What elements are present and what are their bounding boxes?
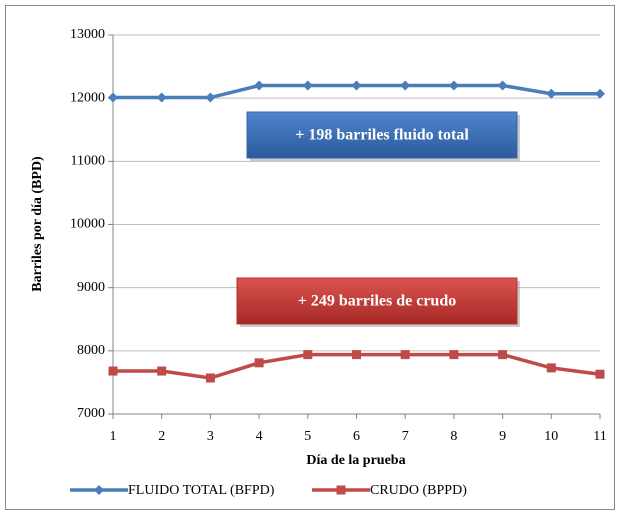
data-point xyxy=(254,358,264,368)
data-point xyxy=(595,369,605,379)
annotation-box xyxy=(246,111,518,159)
x-tick-label: 6 xyxy=(353,429,360,444)
legend-label: FLUIDO TOTAL (BFPD) xyxy=(128,483,275,498)
data-point xyxy=(254,80,265,91)
legend-label: CRUDO (BPPD) xyxy=(370,483,467,498)
legend-marker xyxy=(94,485,104,495)
y-tick-label: 11000 xyxy=(71,154,105,169)
x-tick-label: 7 xyxy=(402,429,409,444)
x-axis-label: Día de la prueba xyxy=(306,453,405,468)
data-point xyxy=(546,88,557,99)
data-point xyxy=(302,80,313,91)
y-tick-label: 10000 xyxy=(70,217,105,232)
x-tick-label: 1 xyxy=(110,429,117,444)
x-tick-label: 2 xyxy=(158,429,165,444)
data-point xyxy=(303,350,313,360)
y-tick-label: 9000 xyxy=(77,280,105,295)
x-tick-label: 3 xyxy=(207,429,214,444)
x-tick-label: 10 xyxy=(544,429,558,444)
annotation-box xyxy=(236,277,518,325)
chart-border xyxy=(5,5,615,510)
data-point xyxy=(546,363,556,373)
y-tick-label: 8000 xyxy=(77,343,105,358)
data-point xyxy=(448,80,459,91)
data-point xyxy=(352,350,361,360)
data-point xyxy=(497,80,508,91)
x-tick-label: 5 xyxy=(304,429,311,444)
x-tick-label: 4 xyxy=(256,429,263,444)
legend-marker xyxy=(336,485,346,495)
data-point xyxy=(400,80,411,91)
x-tick-label: 9 xyxy=(499,429,506,444)
data-point xyxy=(157,366,167,376)
data-point xyxy=(595,88,605,99)
data-point xyxy=(108,366,118,376)
annotation-text: + 249 barriles de crudo xyxy=(298,293,456,310)
x-tick-label: 11 xyxy=(593,429,606,444)
data-point xyxy=(400,350,410,360)
data-point xyxy=(205,92,216,103)
y-tick-label: 13000 xyxy=(70,27,105,42)
data-point xyxy=(351,80,362,91)
annotation-text: + 198 barriles fluido total xyxy=(295,127,469,144)
x-tick-label: 8 xyxy=(450,429,457,444)
y-tick-label: 7000 xyxy=(77,406,105,421)
data-point xyxy=(108,92,118,103)
y-axis-label: Barriles por día (BPD) xyxy=(30,156,45,292)
data-point xyxy=(498,350,508,360)
data-point xyxy=(205,373,215,383)
data-point xyxy=(449,350,459,360)
data-point xyxy=(156,92,167,103)
y-tick-label: 12000 xyxy=(70,90,105,105)
